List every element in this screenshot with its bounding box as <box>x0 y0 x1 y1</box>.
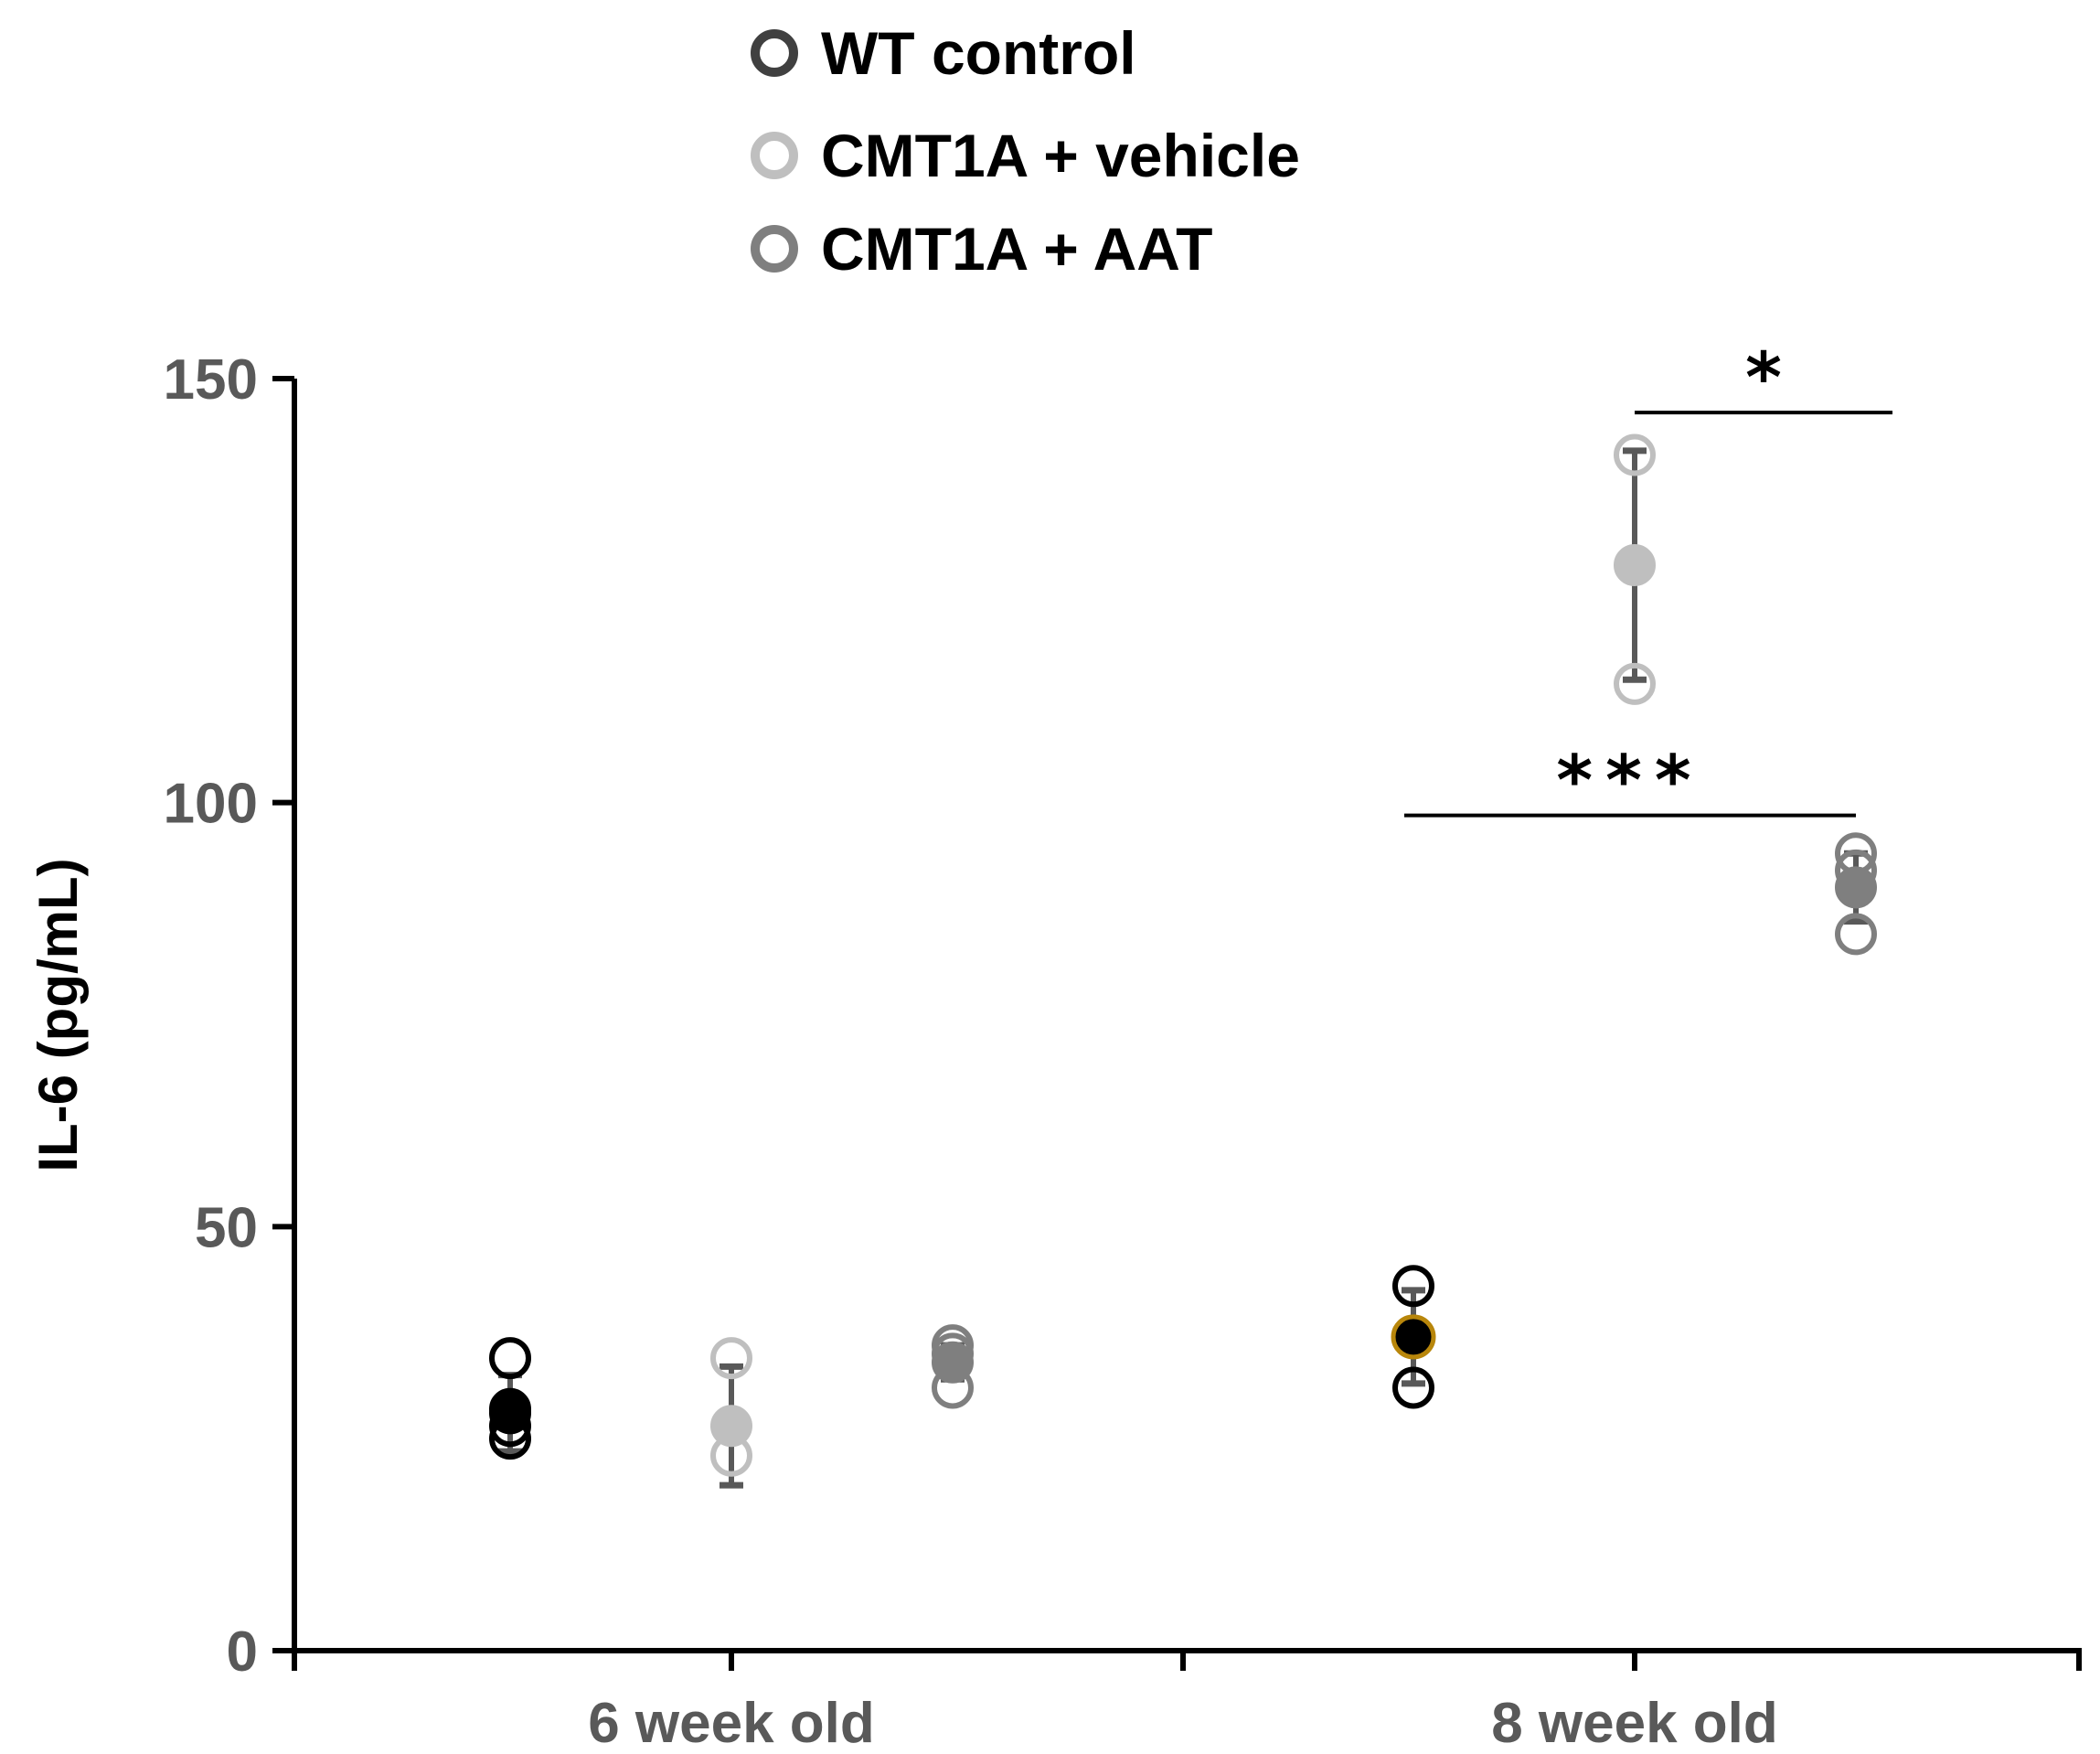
x-tick-label-6-week-old: 6 week old <box>588 1692 875 1754</box>
x-tick-label-8-week-old: 8 week old <box>1491 1692 1778 1754</box>
y-axis-title-group: IL-6 (pg/mL) <box>27 858 89 1171</box>
y-tick-label-100: 100 <box>164 773 258 836</box>
point-cmt1a-vehicle-8-week-old-1 <box>1614 662 1656 705</box>
significance-label-1: *** <box>1556 740 1703 821</box>
mean-marker-cmt1a-aat-6-week-old <box>932 1341 974 1384</box>
point-wt-control-6-week-old-0 <box>489 1337 531 1380</box>
mean-marker-cmt1a-aat-8-week-old <box>1835 866 1877 909</box>
point-wt-control-8-week-old-2 <box>1392 1366 1434 1409</box>
mean-marker-cmt1a-vehicle-8-week-old <box>1614 544 1656 587</box>
point-cmt1a-vehicle-8-week-old-0 <box>1614 433 1656 476</box>
point-cmt1a-vehicle-6-week-old-0 <box>710 1337 752 1380</box>
legend-marker-cmt1a-aat <box>751 225 798 273</box>
legend: WT control CMT1A + vehicle CMT1A + AAT <box>751 19 1300 283</box>
y-axis-title: IL-6 (pg/mL) <box>27 858 89 1171</box>
legend-label-wt-control: WT control <box>821 19 1136 87</box>
point-cmt1a-aat-8-week-old-2 <box>1835 913 1877 956</box>
legend-label-cmt1a-vehicle: CMT1A + vehicle <box>821 122 1300 189</box>
legend-marker-cmt1a-vehicle <box>751 132 798 179</box>
mean-marker-wt-control-6-week-old <box>489 1392 531 1435</box>
legend-label-cmt1a-aat: CMT1A + AAT <box>821 215 1212 283</box>
significance-label-0: * <box>1745 337 1782 418</box>
mean-marker-cmt1a-vehicle-6-week-old <box>710 1405 752 1448</box>
point-wt-control-8-week-old-0 <box>1392 1265 1434 1308</box>
axes: 0 50 100 150 6 week old 8 week old <box>164 348 2082 1754</box>
y-tick-label-50: 50 <box>195 1196 258 1259</box>
legend-marker-wt-control <box>751 29 798 77</box>
y-tick-label-0: 0 <box>227 1620 258 1684</box>
significance-annotations: **** <box>1404 337 1892 821</box>
y-tick-label-150: 150 <box>164 348 258 412</box>
error-bars <box>498 447 1868 1489</box>
data-points <box>489 433 1877 1477</box>
mean-marker-wt-control-8-week-old <box>1391 1314 1436 1360</box>
